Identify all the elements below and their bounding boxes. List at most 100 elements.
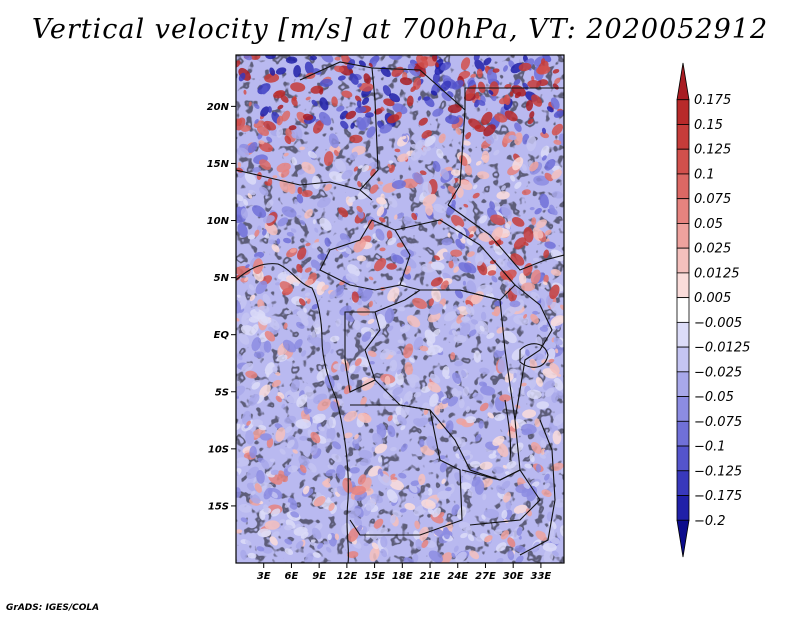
field-speckle <box>386 230 393 240</box>
field-speckle <box>285 426 293 433</box>
field-speckle <box>241 312 250 326</box>
field-speckle <box>363 73 371 84</box>
field-speckle <box>317 542 324 549</box>
field-speckle <box>356 205 363 213</box>
field-speckle <box>236 317 240 322</box>
field-speckle <box>304 552 314 563</box>
field-speckle <box>340 363 346 372</box>
field-speckle <box>419 170 427 176</box>
field-speckle <box>392 254 404 264</box>
field-speckle <box>452 372 462 384</box>
field-speckle <box>266 199 274 209</box>
field-speckle <box>447 185 457 194</box>
field-speckle <box>450 169 461 176</box>
field-speckle <box>236 194 244 202</box>
field-speckle <box>428 298 434 307</box>
field-speckle <box>447 104 462 114</box>
field-speckle <box>237 162 242 168</box>
field-speckle <box>412 297 428 309</box>
field-speckle <box>468 234 474 238</box>
field-speckle <box>259 159 272 170</box>
field-speckle <box>396 242 405 248</box>
border-sahara <box>299 61 379 191</box>
field-speckle <box>328 171 344 183</box>
field-speckle <box>477 81 486 93</box>
field-speckle <box>254 229 260 237</box>
field-speckle <box>311 99 318 107</box>
field-speckle <box>260 106 270 117</box>
field-speckle <box>350 485 366 496</box>
field-speckle <box>430 261 445 271</box>
field-speckle <box>236 457 250 467</box>
field-speckle <box>317 197 331 208</box>
field-speckle <box>249 294 256 302</box>
field-speckle <box>330 348 334 354</box>
field-speckle <box>423 135 436 147</box>
field-speckle <box>452 256 458 264</box>
colorbar-label: −0.075 <box>694 415 742 430</box>
colorbar-segment <box>676 272 690 299</box>
field-speckle <box>394 214 398 220</box>
field-speckle <box>491 275 498 283</box>
field-speckle <box>307 334 313 343</box>
field-speckle <box>380 536 388 548</box>
field-speckle <box>451 199 456 207</box>
field-speckle <box>530 313 539 324</box>
field-speckle <box>314 415 322 422</box>
field-speckle <box>302 113 314 121</box>
field-speckle <box>387 114 400 124</box>
field-speckle <box>356 100 362 108</box>
field-speckle <box>267 178 273 186</box>
field-speckle <box>361 164 370 172</box>
field-speckle <box>404 362 413 376</box>
velocity-field <box>236 55 564 563</box>
field-speckle <box>401 135 407 140</box>
field-speckle <box>270 491 278 499</box>
field-speckle <box>533 175 550 186</box>
field-speckle <box>314 227 319 233</box>
field-speckle <box>349 73 359 85</box>
field-speckle <box>543 548 554 563</box>
field-speckle <box>518 62 532 72</box>
field-speckle <box>465 132 472 140</box>
field-speckle <box>483 57 492 66</box>
field-speckle <box>541 155 547 161</box>
field-speckle <box>286 274 301 285</box>
field-speckle <box>507 537 516 548</box>
field-speckle <box>301 190 313 198</box>
field-speckle <box>244 539 252 546</box>
lat-tick-label: 10N <box>207 216 230 227</box>
field-speckle <box>247 552 257 559</box>
field-speckle <box>475 92 480 99</box>
field-speckle <box>464 474 471 481</box>
field-speckle <box>453 334 467 344</box>
field-speckle <box>350 122 355 129</box>
field-speckle <box>343 410 358 422</box>
field-speckle <box>311 267 317 272</box>
field-speckle <box>509 368 518 374</box>
field-speckle <box>244 277 249 282</box>
field-speckle <box>445 115 460 125</box>
field-speckle <box>481 111 493 126</box>
field-speckle <box>299 464 307 473</box>
field-speckle <box>513 372 517 379</box>
field-speckle <box>542 281 548 286</box>
colorbar-segment <box>676 321 690 348</box>
field-speckle <box>341 524 349 536</box>
field-speckle <box>347 551 359 559</box>
field-speckle <box>551 191 564 199</box>
field-speckle <box>505 500 512 510</box>
field-speckle <box>361 287 373 302</box>
field-speckle <box>238 333 250 345</box>
field-speckle <box>276 238 281 245</box>
field-speckle <box>244 172 257 185</box>
field-speckle <box>376 329 383 337</box>
field-speckle <box>423 490 430 496</box>
field-speckle <box>409 483 418 493</box>
field-speckle <box>399 508 407 513</box>
colorbar-label: −0.175 <box>694 489 742 504</box>
field-speckle <box>527 79 541 89</box>
field-speckle <box>326 417 334 429</box>
field-speckle <box>353 239 366 253</box>
field-speckle <box>516 526 523 536</box>
